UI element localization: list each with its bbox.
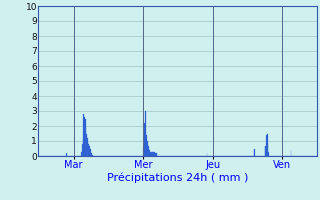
Bar [90,148,91,156]
Bar [266,135,267,156]
Bar [83,114,84,156]
Bar [66,153,67,156]
Bar [152,152,153,156]
Bar [151,152,152,156]
Bar [146,132,147,156]
Bar [91,153,92,156]
Bar [291,150,292,156]
Bar [85,126,86,156]
Bar [88,144,89,156]
X-axis label: Précipitations 24h ( mm ): Précipitations 24h ( mm ) [107,173,248,183]
Bar [86,134,87,156]
Bar [145,111,146,156]
Bar [92,154,93,156]
Bar [156,153,157,156]
Bar [267,134,268,156]
Bar [148,148,149,156]
Bar [147,141,148,156]
Bar [265,146,266,156]
Bar [149,150,150,156]
Bar [254,148,255,156]
Bar [268,152,269,156]
Bar [144,123,145,156]
Bar [81,152,82,156]
Bar [89,146,90,156]
Bar [153,152,154,156]
Bar [150,152,151,156]
Bar [155,153,156,156]
Bar [154,152,155,156]
Bar [84,117,85,156]
Bar [87,138,88,156]
Bar [82,144,83,156]
Bar [143,147,144,156]
